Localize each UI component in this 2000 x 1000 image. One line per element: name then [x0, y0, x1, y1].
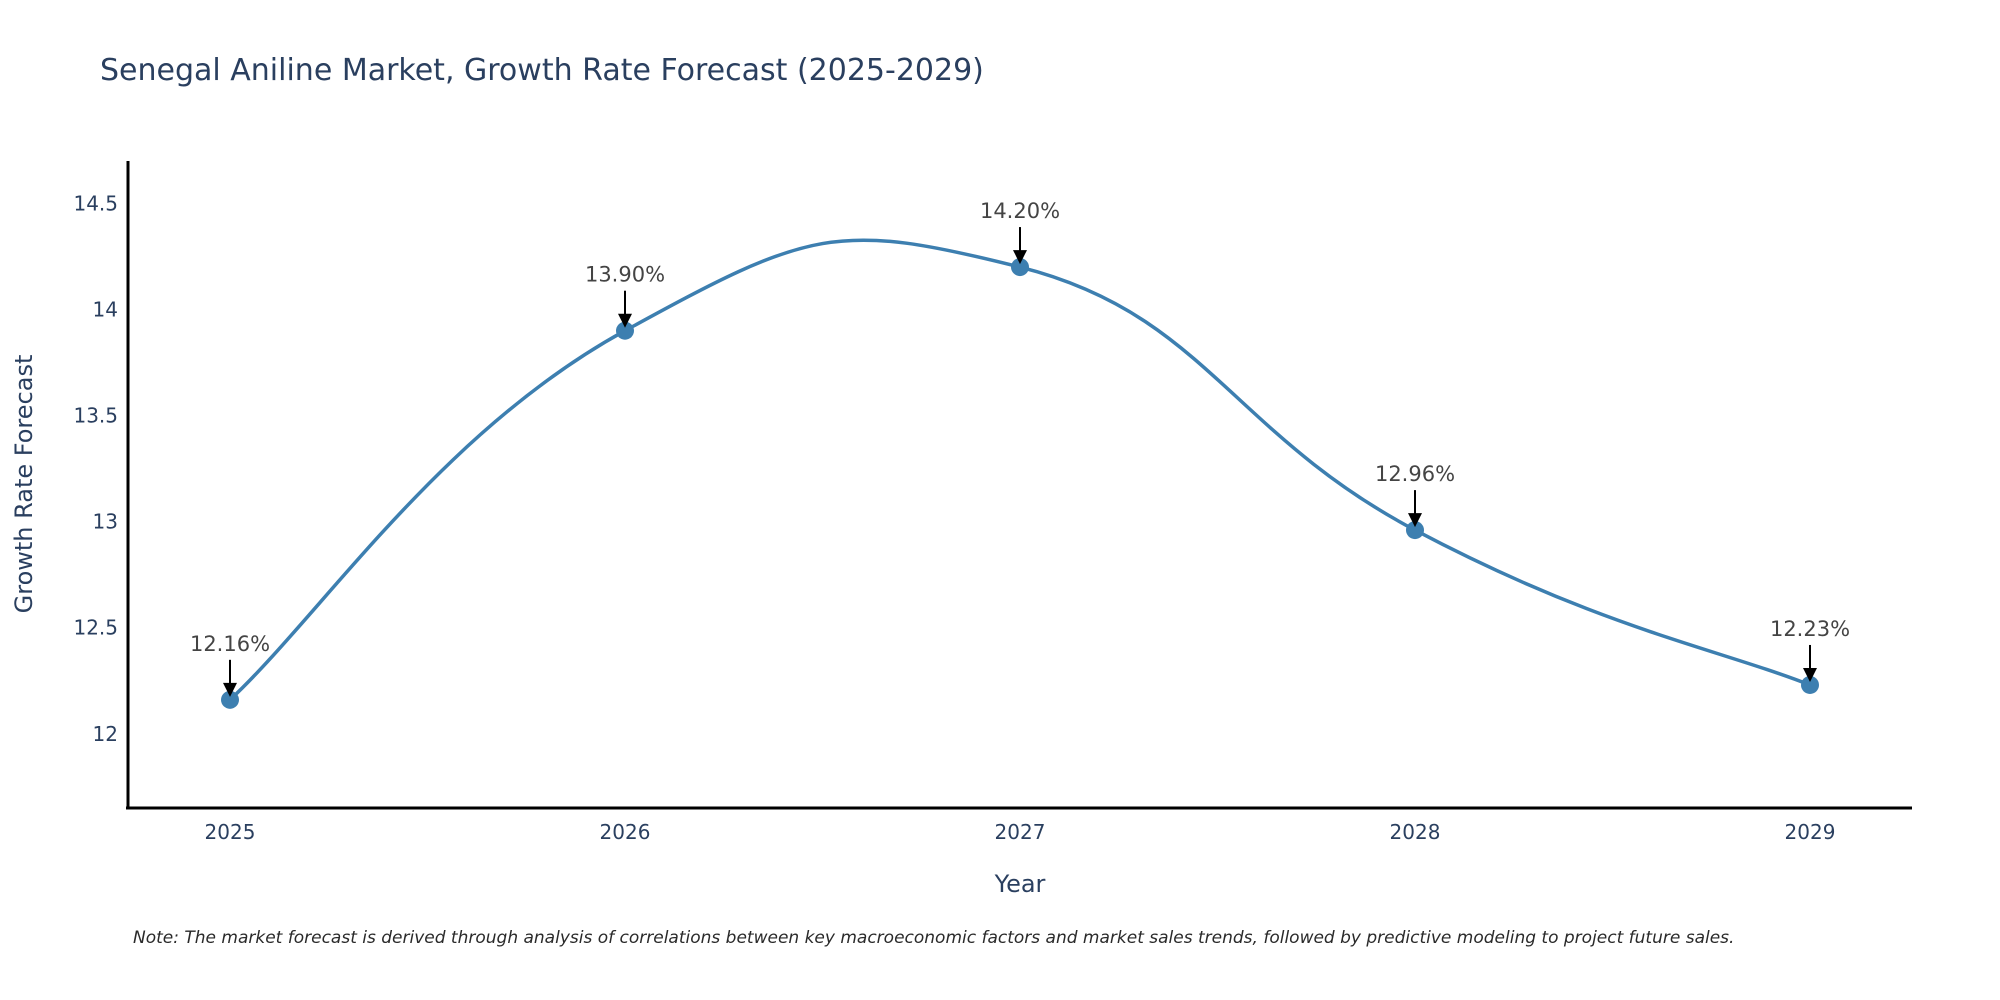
y-tick-labels: 12 12.5 13 13.5 14 14.5 [73, 191, 118, 745]
data-point [221, 690, 239, 709]
x-tick-label: 2025 [205, 820, 256, 844]
data-annotations: 12.16% 13.90% 14.20% 12.96% 12.23% [190, 199, 1850, 697]
x-tick-label: 2029 [1785, 820, 1836, 844]
y-axis-title: Growth Rate Forecast [10, 355, 38, 614]
data-point [1406, 521, 1424, 540]
x-axis-title: Year [994, 870, 1046, 898]
y-tick-label: 13 [93, 510, 118, 534]
x-tick-label: 2027 [995, 820, 1046, 844]
chart-title: Senegal Aniline Market, Growth Rate Fore… [100, 53, 984, 88]
y-tick-label: 12 [93, 722, 118, 746]
data-label: 13.90% [585, 263, 665, 287]
x-tick-labels: 2025 2026 2027 2028 2029 [205, 820, 1836, 844]
footnote: Note: The market forecast is derived thr… [133, 928, 1734, 948]
y-tick-label: 14 [93, 297, 118, 321]
data-label: 12.96% [1375, 462, 1455, 486]
data-label: 12.23% [1770, 617, 1850, 641]
y-tick-label: 12.5 [73, 616, 118, 640]
data-label: 12.16% [190, 632, 270, 656]
x-tick-label: 2028 [1390, 820, 1441, 844]
annotation-arrowhead [618, 313, 632, 328]
data-markers [221, 258, 1819, 709]
series-line [228, 238, 1812, 702]
annotation-arrowhead [1803, 667, 1817, 682]
annotation-arrowhead [1013, 250, 1027, 265]
data-point [1011, 258, 1029, 277]
data-label: 14.20% [980, 199, 1060, 223]
data-point [616, 321, 634, 340]
x-tick-label: 2026 [600, 820, 651, 844]
annotation-arrowhead [1408, 513, 1422, 528]
data-point [1801, 675, 1819, 694]
annotation-arrowhead [223, 682, 237, 697]
y-tick-label: 13.5 [73, 404, 118, 428]
y-tick-label: 14.5 [73, 191, 118, 215]
